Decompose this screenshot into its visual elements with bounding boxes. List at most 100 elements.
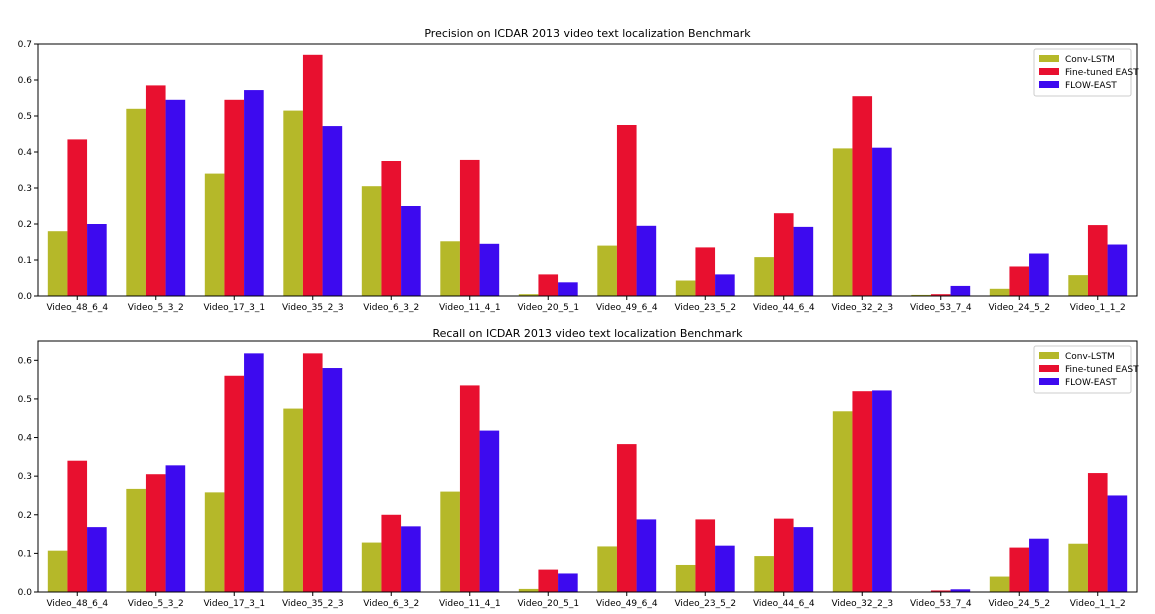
legend-swatch (1039, 81, 1059, 88)
bar-flow-east-video-5-3-2 (165, 465, 186, 592)
bar-conv-lstm-video-1-1-2 (1068, 275, 1088, 296)
bar-conv-lstm-video-1-1-2 (1068, 543, 1088, 592)
bar-fine-tuned-east-video-53-7-4 (930, 590, 951, 592)
x-tick-label: Video_23_5_2 (674, 599, 736, 609)
bar-conv-lstm-video-49-6-4 (597, 546, 617, 592)
x-tick-label: Video_6_3_2 (363, 303, 419, 313)
x-tick-label: Video_35_2_3 (282, 599, 344, 609)
x-tick-label: Video_44_6_4 (753, 599, 815, 609)
bar-conv-lstm-video-6-3-2 (361, 186, 382, 296)
legend-label: FLOW-EAST (1065, 378, 1117, 388)
bar-conv-lstm-video-20-5-1 (518, 588, 539, 592)
y-tick-label: 0.1 (18, 549, 32, 559)
bar-flow-east-video-35-2-3 (322, 126, 343, 296)
bar-fine-tuned-east-video-11-4-1 (459, 385, 480, 592)
x-tick-label: Video_17_3_1 (203, 303, 265, 313)
bar-flow-east-video-20-5-1 (558, 282, 578, 296)
bar-conv-lstm-video-24-5-2 (989, 576, 1010, 592)
x-tick-label: Video_24_5_2 (988, 599, 1050, 609)
legend-swatch (1039, 378, 1059, 385)
bar-conv-lstm-video-32-2-3 (832, 148, 853, 296)
bar-fine-tuned-east-video-6-3-2 (381, 161, 402, 296)
bar-flow-east-video-23-5-2 (715, 274, 735, 296)
y-tick-label: 0.4 (18, 434, 33, 444)
bar-flow-east-video-49-6-4 (636, 225, 657, 296)
y-tick-label: 0.4 (18, 148, 33, 158)
bar-flow-east-video-48-6-4 (87, 224, 107, 296)
bar-fine-tuned-east-video-17-3-1 (224, 375, 245, 592)
plot-frame (37, 340, 1138, 593)
bar-fine-tuned-east-video-5-3-2 (145, 85, 166, 297)
y-tick-label: 0.6 (18, 76, 33, 86)
bar-fine-tuned-east-video-32-2-3 (852, 391, 873, 592)
bar-flow-east-video-24-5-2 (1029, 253, 1049, 296)
legend-swatch (1039, 55, 1059, 62)
x-tick-label: Video_32_2_3 (831, 599, 893, 609)
bar-conv-lstm-video-24-5-2 (989, 288, 1010, 296)
bar-conv-lstm-video-11-4-1 (440, 241, 460, 296)
bar-fine-tuned-east-video-23-5-2 (695, 519, 716, 592)
bar-flow-east-video-17-3-1 (244, 90, 264, 296)
bar-flow-east-video-6-3-2 (401, 526, 421, 592)
bar-conv-lstm-video-44-6-4 (754, 556, 774, 592)
bar-conv-lstm-video-35-2-3 (283, 408, 303, 592)
bar-fine-tuned-east-video-48-6-4 (67, 139, 88, 296)
x-tick-label: Video_49_6_4 (596, 303, 658, 313)
legend-label: Fine-tuned EAST (1065, 365, 1139, 375)
bar-conv-lstm-video-11-4-1 (440, 491, 460, 592)
bar-flow-east-video-20-5-1 (558, 573, 578, 592)
bar-conv-lstm-video-5-3-2 (126, 488, 146, 592)
y-tick-label: 0.0 (18, 292, 33, 302)
x-tick-label: Video_6_3_2 (363, 599, 419, 609)
bar-conv-lstm-video-20-5-1 (518, 294, 539, 296)
bar-flow-east-video-44-6-4 (793, 226, 814, 296)
bar-fine-tuned-east-video-20-5-1 (538, 569, 559, 592)
bar-fine-tuned-east-video-44-6-4 (773, 213, 794, 296)
bar-flow-east-video-32-2-3 (872, 147, 892, 296)
bar-fine-tuned-east-video-49-6-4 (616, 125, 637, 296)
bar-fine-tuned-east-video-35-2-3 (302, 353, 323, 592)
bar-fine-tuned-east-video-35-2-3 (302, 54, 323, 296)
bar-flow-east-video-44-6-4 (793, 527, 814, 592)
bar-flow-east-video-1-1-2 (1107, 495, 1128, 592)
legend-swatch (1039, 68, 1059, 75)
bar-fine-tuned-east-video-32-2-3 (852, 96, 873, 296)
x-tick-label: Video_49_6_4 (596, 599, 658, 609)
bar-conv-lstm-video-6-3-2 (361, 542, 382, 592)
y-tick-label: 0.5 (18, 112, 32, 122)
x-tick-label: Video_32_2_3 (831, 303, 893, 313)
bar-fine-tuned-east-video-48-6-4 (67, 460, 88, 592)
bar-conv-lstm-video-23-5-2 (675, 564, 696, 592)
y-tick-label: 0.6 (18, 356, 33, 366)
bar-conv-lstm-video-32-2-3 (832, 411, 853, 592)
bar-flow-east-video-23-5-2 (715, 545, 735, 592)
bar-conv-lstm-video-48-6-4 (47, 550, 68, 592)
bar-fine-tuned-east-video-44-6-4 (773, 518, 794, 592)
chart-title: Recall on ICDAR 2013 video text localiza… (432, 327, 743, 340)
bar-fine-tuned-east-video-17-3-1 (224, 99, 245, 296)
x-tick-label: Video_35_2_3 (282, 303, 344, 313)
bar-flow-east-video-24-5-2 (1029, 538, 1049, 592)
legend-label: FLOW-EAST (1065, 81, 1117, 91)
x-tick-label: Video_24_5_2 (988, 303, 1050, 313)
bar-fine-tuned-east-video-23-5-2 (695, 247, 716, 296)
bar-flow-east-video-11-4-1 (479, 243, 500, 296)
x-tick-label: Video_44_6_4 (753, 303, 815, 313)
chart-title: Precision on ICDAR 2013 video text local… (424, 27, 751, 40)
bar-flow-east-video-32-2-3 (872, 390, 892, 592)
bar-flow-east-video-17-3-1 (244, 353, 264, 592)
bar-flow-east-video-48-6-4 (87, 527, 107, 592)
bar-conv-lstm-video-48-6-4 (47, 231, 68, 296)
legend-label: Conv-LSTM (1065, 352, 1115, 362)
bar-fine-tuned-east-video-49-6-4 (616, 444, 637, 592)
bar-flow-east-video-11-4-1 (479, 430, 500, 592)
legend-swatch (1039, 365, 1059, 372)
y-tick-label: 0.5 (18, 395, 32, 405)
bar-fine-tuned-east-video-1-1-2 (1087, 225, 1108, 296)
y-tick-label: 0.7 (18, 40, 32, 50)
bar-fine-tuned-east-video-24-5-2 (1009, 547, 1030, 592)
legend-label: Fine-tuned EAST (1065, 68, 1139, 78)
bar-fine-tuned-east-video-6-3-2 (381, 514, 402, 592)
bar-flow-east-video-53-7-4 (950, 589, 971, 592)
